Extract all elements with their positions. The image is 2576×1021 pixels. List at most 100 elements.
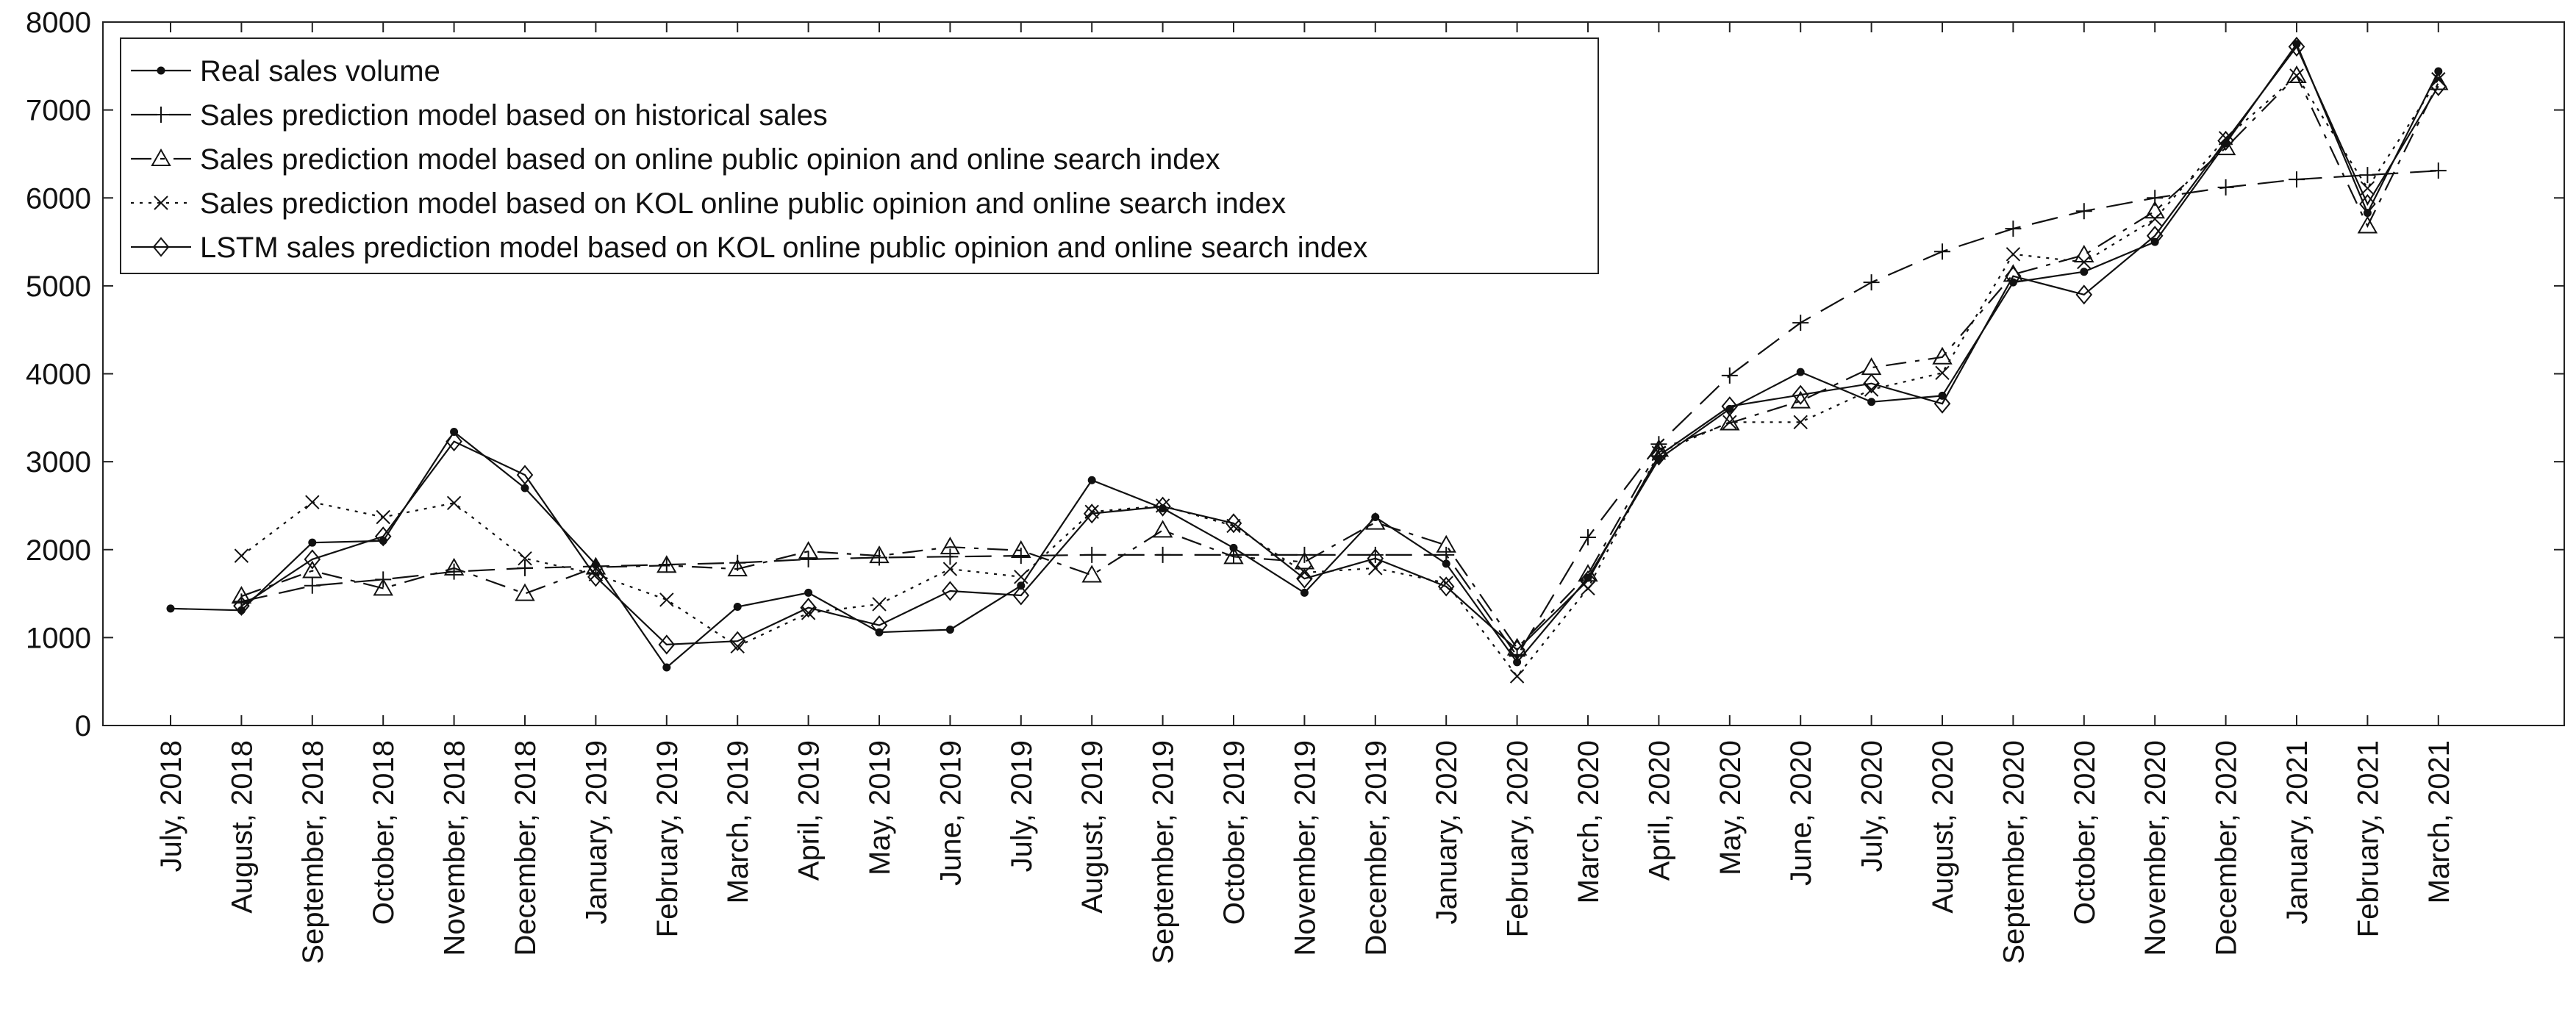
series-3-point xyxy=(1932,346,1953,365)
series-5-point xyxy=(2217,130,2234,151)
series-5-point xyxy=(870,615,888,636)
series-2-point xyxy=(2289,171,2305,188)
series-2-point xyxy=(1792,315,1809,332)
series-2-point xyxy=(446,563,462,580)
series-3-point xyxy=(1011,540,1031,558)
series-5-point xyxy=(1509,640,1525,660)
series-1-point xyxy=(733,603,742,612)
x-tick-label: December, 2018 xyxy=(509,740,542,956)
series-3-point xyxy=(373,578,393,596)
x-tick-label: December, 2019 xyxy=(1360,740,1392,956)
legend-item-3: Sales prediction model based on online p… xyxy=(131,143,1220,176)
x-tick-label: July, 2019 xyxy=(1006,740,1038,872)
series-4-point xyxy=(1651,445,1667,460)
series-4-point xyxy=(446,495,462,511)
x-tick-label: February, 2020 xyxy=(1502,740,1534,937)
x-tick-label: September, 2019 xyxy=(1148,740,1180,964)
series-4-line xyxy=(240,74,2439,678)
series-5-point xyxy=(2288,36,2305,57)
series-2-point xyxy=(517,559,533,576)
y-tick-label: 7000 xyxy=(26,95,91,127)
y-tick-label: 4000 xyxy=(26,359,91,391)
x-tick-label: December, 2020 xyxy=(2211,740,2243,956)
series-2-point xyxy=(2359,167,2376,184)
series-1-point xyxy=(308,538,317,547)
legend-box xyxy=(120,37,1599,274)
legend-item-4: Sales prediction model based on KOL onli… xyxy=(131,187,1286,220)
x-tick-label: September, 2018 xyxy=(297,740,329,964)
y-tick-label: 5000 xyxy=(26,271,91,303)
series-5-point xyxy=(2005,266,2022,287)
series-5-line xyxy=(240,45,2439,651)
series-1-point xyxy=(804,588,813,597)
x-tick-label: March, 2020 xyxy=(1573,740,1605,903)
legend-label: LSTM sales prediction model based on KOL… xyxy=(200,232,1367,264)
series-4-point xyxy=(518,551,532,566)
series-5-point xyxy=(2359,194,2376,215)
series-5 xyxy=(233,36,2447,660)
series-1-point xyxy=(662,663,671,672)
series-5-point xyxy=(1012,585,1030,606)
series-3-point xyxy=(1081,565,1102,583)
legend-marker xyxy=(157,66,165,75)
series-5-point xyxy=(304,549,321,570)
series-4-point xyxy=(1014,570,1028,584)
legend-item-5: LSTM sales prediction model based on KOL… xyxy=(131,232,1367,264)
series-5-point xyxy=(1437,576,1455,597)
series-3-point xyxy=(1720,412,1740,431)
legend-marker xyxy=(152,237,170,257)
x-tick-label: October, 2018 xyxy=(368,740,400,925)
series-2-point xyxy=(1863,274,1880,291)
series-5-point xyxy=(1296,568,1313,589)
series-5-point xyxy=(1933,393,1951,414)
series-2-point xyxy=(587,558,604,575)
series-4-point xyxy=(1793,415,1808,430)
series-4-point xyxy=(376,509,390,525)
series-3-point xyxy=(1294,551,1315,570)
series-1-point xyxy=(1867,398,1876,406)
x-tick-label: November, 2018 xyxy=(439,740,471,956)
y-tick-label: 3000 xyxy=(26,446,91,479)
series-4-point xyxy=(305,495,320,509)
series-5-point xyxy=(729,631,746,651)
series-2-point xyxy=(2005,221,2022,237)
y-tick-label: 0 xyxy=(75,710,91,742)
x-tick-label: April, 2019 xyxy=(793,740,826,881)
series-1-point xyxy=(1796,368,1805,376)
legend-label: Sales prediction model based on online p… xyxy=(200,143,1220,176)
series-3-point xyxy=(443,557,465,576)
series-5-point xyxy=(233,595,250,616)
series-3-point xyxy=(1790,390,1811,409)
y-tick-label: 1000 xyxy=(26,622,91,654)
series-2-line xyxy=(241,170,2439,658)
series-4-point xyxy=(1935,365,1950,381)
x-tick-label: August, 2020 xyxy=(1927,740,1959,914)
y-tick-label: 2000 xyxy=(26,534,91,567)
series-3-point xyxy=(656,555,677,573)
x-tick-label: August, 2019 xyxy=(1076,740,1109,914)
series-1-point xyxy=(1300,588,1309,597)
series-2-point xyxy=(1580,529,1596,546)
series-5-point xyxy=(1650,445,1667,466)
series-3-point xyxy=(1861,357,1882,376)
series-5-point xyxy=(2430,76,2447,96)
legend-marker xyxy=(154,196,168,210)
series-2 xyxy=(233,162,2447,664)
series-2-point xyxy=(942,548,959,565)
series-4-point xyxy=(2006,247,2021,262)
x-tick-label: June, 2019 xyxy=(934,740,967,886)
series-5-point xyxy=(2146,226,2164,246)
series-3-point xyxy=(798,541,819,559)
series-1-point xyxy=(166,604,175,613)
x-tick-label: January, 2021 xyxy=(2281,740,2314,925)
x-tick-label: January, 2019 xyxy=(580,740,612,925)
legend-label: Sales prediction model based on KOL onli… xyxy=(200,187,1286,220)
series-1-point xyxy=(875,628,884,637)
series-5-point xyxy=(1154,496,1171,517)
series-2-point xyxy=(1154,546,1171,563)
series-1-point xyxy=(379,537,387,545)
x-tick-label: February, 2019 xyxy=(651,740,684,937)
legend: Real sales volume Sales prediction model … xyxy=(120,37,1599,274)
series-4-point xyxy=(872,597,887,612)
